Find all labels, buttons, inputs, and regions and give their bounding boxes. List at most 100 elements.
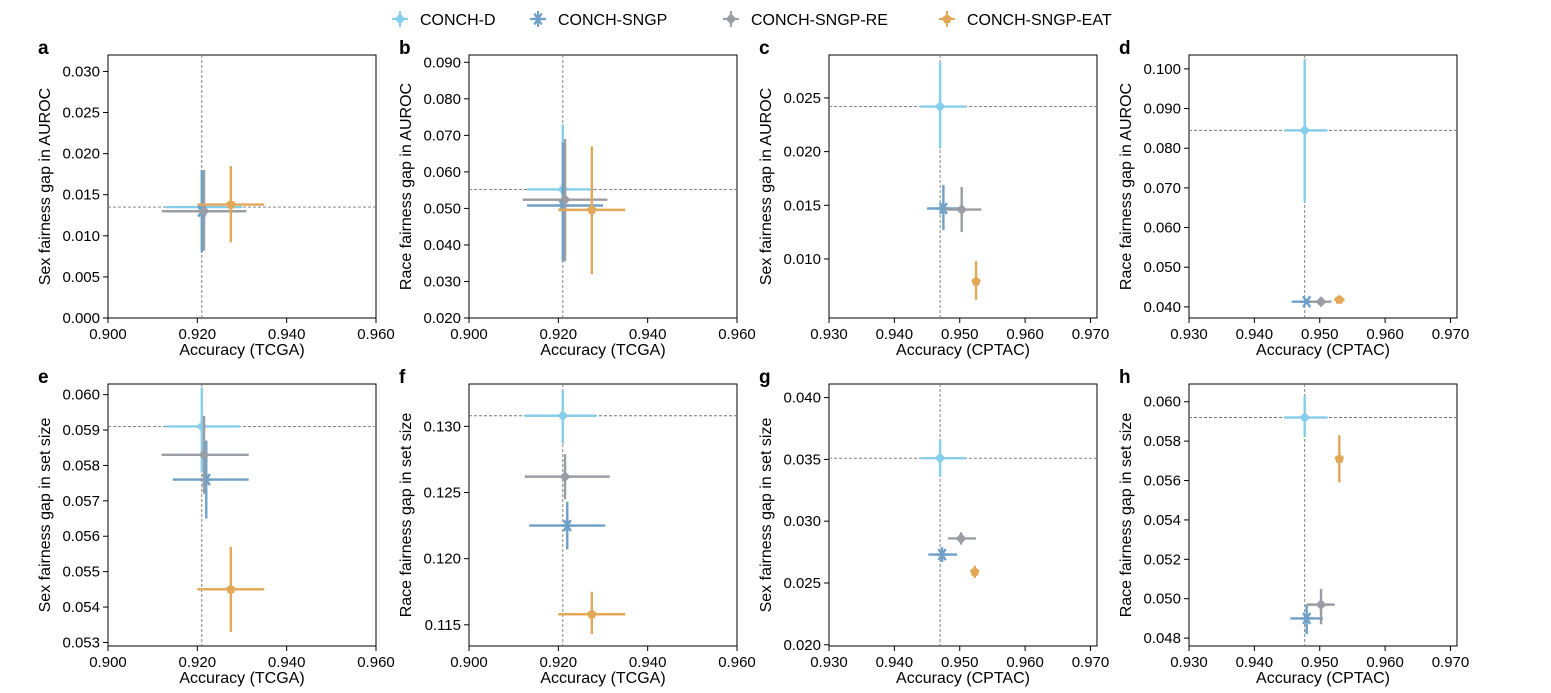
legend-marker-stroke-d2 <box>533 12 543 26</box>
x-tick-label: 0.960 <box>718 654 756 671</box>
x-tick-label: 0.900 <box>450 654 488 671</box>
point-marker <box>935 548 949 561</box>
y-tick-label: 0.115 <box>425 617 461 634</box>
panel-letter: c <box>759 38 770 59</box>
point-marker <box>587 609 597 619</box>
point-marker <box>971 276 981 286</box>
point-marker <box>1334 294 1345 304</box>
y-tick-label: 0.058 <box>62 457 100 474</box>
panel-a: a 0.900 0.920 0.940 0.960 0.000 0.005 0.010 0.01… <box>37 38 395 359</box>
x-tick-label: 0.900 <box>89 654 127 671</box>
y-tick-label: 0.060 <box>62 387 100 404</box>
point-marker-stroke-d2 <box>562 519 572 532</box>
point-conch-sngp-re <box>1306 588 1335 625</box>
y-tick-label: 0.059 <box>62 422 100 439</box>
point-marker <box>1315 296 1327 308</box>
point-marker-stroke-d2 <box>1302 295 1312 308</box>
panel-c: c 0.930 0.940 0.950 0.960 0.970 0.010 0.015 0.02… <box>758 38 1109 359</box>
x-tick-label: 0.930 <box>1170 654 1208 671</box>
plot-frame <box>828 54 1098 319</box>
panel-letter: d <box>1119 38 1131 59</box>
y-tick-label: 0.080 <box>423 91 461 108</box>
y-tick-label: 0.053 <box>62 634 100 651</box>
point-conch-d <box>920 62 967 149</box>
y-tick-label: 0.070 <box>1143 180 1181 197</box>
y-tick-label: 0.056 <box>62 528 100 545</box>
x-axis-label: Accuracy (TCGA) <box>179 670 304 687</box>
y-tick-label: 0.048 <box>1143 630 1181 647</box>
point-marker <box>1299 411 1311 423</box>
y-tick-label: 0.025 <box>783 90 821 107</box>
y-tick-label: 0.000 <box>62 310 100 327</box>
point-marker <box>955 532 967 544</box>
legend-marker <box>394 13 406 25</box>
point-conch-d <box>920 439 965 477</box>
x-tick-label: 0.920 <box>179 326 217 343</box>
y-axis-label: Race fairness gap in AUROC <box>1118 83 1135 290</box>
point-marker <box>557 410 569 422</box>
x-tick-label: 0.930 <box>810 654 848 671</box>
plot-frame <box>468 54 738 319</box>
point-conch-sngp-re <box>944 187 982 233</box>
y-tick-label: 0.080 <box>1143 140 1181 157</box>
panel-letter: h <box>1119 367 1131 388</box>
x-tick-label: 0.970 <box>1072 654 1110 671</box>
panel-h: h 0.930 0.940 0.950 0.960 0.970 0.048 0.050 0.05… <box>1118 367 1469 687</box>
x-tick-label: 0.950 <box>941 326 979 343</box>
x-tick-label: 0.900 <box>89 326 127 343</box>
x-tick-label: 0.940 <box>1236 326 1274 343</box>
point-marker-stroke-d2 <box>938 202 948 215</box>
x-axis-label: Accuracy (TCGA) <box>179 342 304 359</box>
point-conch-sngp-re <box>1309 296 1332 308</box>
point-conch-sngp-eat <box>1334 294 1345 304</box>
x-tick-label: 0.940 <box>1236 654 1274 671</box>
plot-frame <box>1188 54 1458 319</box>
point-marker <box>560 519 574 532</box>
legend-marker <box>531 12 545 26</box>
plot-frame <box>468 383 738 647</box>
y-tick-label: 0.020 <box>62 146 100 163</box>
panel-letter: e <box>38 367 49 388</box>
point-conch-sngp-re <box>522 139 608 262</box>
y-tick-label: 0.054 <box>1143 512 1181 529</box>
y-axis-label: Race fairness gap in set size <box>398 413 415 618</box>
point-conch-d <box>524 390 597 444</box>
legend-label: CONCH-D <box>420 12 496 29</box>
y-tick-label: 0.020 <box>783 637 821 654</box>
legend-label: CONCH-SNGP <box>558 12 667 29</box>
point-marker <box>198 449 210 461</box>
x-tick-label: 0.920 <box>540 326 578 343</box>
y-axis-label: Sex fairness gap in set size <box>37 418 54 613</box>
legend-label: CONCH-SNGP-EAT <box>967 12 1112 29</box>
y-tick-label: 0.050 <box>1143 259 1181 276</box>
y-tick-label: 0.100 <box>1143 61 1181 78</box>
y-tick-label: 0.056 <box>1143 473 1181 490</box>
legend-label: CONCH-SNGP-RE <box>751 12 888 29</box>
y-tick-label: 0.125 <box>423 485 461 502</box>
point-conch-d <box>1284 395 1328 438</box>
y-axis-label: Sex fairness gap in AUROC <box>758 88 775 285</box>
x-tick-label: 0.970 <box>1432 654 1470 671</box>
point-conch-sngp-eat <box>558 591 626 635</box>
legend-marker <box>725 13 737 25</box>
point-marker <box>196 420 208 432</box>
y-tick-label: 0.015 <box>783 197 821 214</box>
x-tick-label: 0.960 <box>357 326 395 343</box>
legend: CONCH-D CONCH-SNGP CONCH-SNGP-RE CONCH-SNGP… <box>392 11 1112 29</box>
y-tick-label: 0.040 <box>783 390 821 407</box>
y-axis-label: Race fairness gap in AUROC <box>398 83 415 290</box>
x-tick-label: 0.930 <box>810 326 848 343</box>
y-tick-label: 0.020 <box>423 310 461 327</box>
y-tick-label: 0.035 <box>783 451 821 468</box>
point-marker <box>226 584 236 594</box>
point-marker <box>559 194 571 206</box>
x-tick-label: 0.940 <box>876 654 914 671</box>
point-conch-sngp-eat <box>558 146 626 275</box>
point-conch-sngp-eat <box>197 165 265 243</box>
y-tick-label: 0.025 <box>783 575 821 592</box>
point-conch-sngp-eat <box>971 261 981 300</box>
y-tick-label: 0.005 <box>62 269 100 286</box>
x-axis-label: Accuracy (CPTAC) <box>896 670 1030 687</box>
point-marker <box>587 204 597 214</box>
point-marker <box>1300 612 1314 625</box>
